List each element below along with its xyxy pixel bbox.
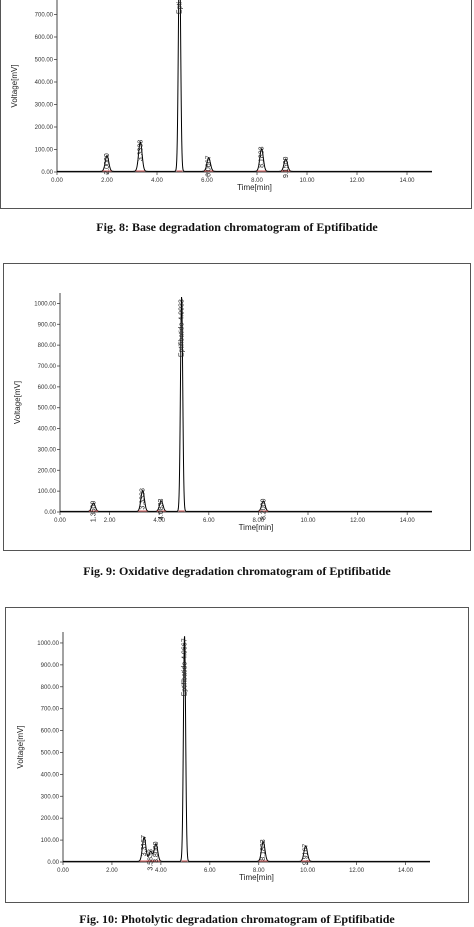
x-tick-label: 14.00	[399, 178, 415, 184]
x-tick-label: 10.00	[300, 868, 316, 874]
peak-label: 2.0000	[104, 153, 111, 175]
y-tick-label: 600.00	[41, 729, 60, 735]
x-tick-label: 4.00	[155, 868, 167, 874]
x-tick-label: 0.00	[57, 868, 69, 874]
peak-label: 6.0667	[206, 155, 213, 177]
x-tick-label: 2.00	[104, 518, 116, 524]
y-tick-label: 500.00	[35, 58, 54, 64]
y-tick-label: 200.00	[35, 125, 54, 131]
x-tick-label: 8.00	[253, 868, 265, 874]
peak-label: Eptifibatide 4.9033	[179, 299, 186, 357]
x-axis-label: Time[min]	[239, 523, 274, 532]
y-tick-label: 900.00	[41, 663, 60, 669]
y-tick-label: 400.00	[41, 772, 60, 778]
y-tick-label: 600.00	[38, 385, 57, 391]
figure-caption-fig8: Fig. 8: Base degradation chromatogram of…	[96, 220, 378, 234]
x-tick-label: 12.00	[349, 868, 365, 874]
figure-caption-fig10: Fig. 10: Photolytic degradation chromato…	[79, 912, 395, 926]
y-tick-label: 200.00	[38, 468, 57, 474]
y-tick-label: 500.00	[41, 750, 60, 756]
peak-label: 1.3500	[90, 501, 97, 523]
x-tick-label: 0.00	[54, 518, 66, 524]
peak-label: Epti	[177, 2, 184, 15]
x-tick-label: 4.00	[153, 518, 165, 524]
y-tick-label: 500.00	[38, 406, 57, 412]
y-tick-label: 100.00	[41, 838, 60, 844]
chromatogram-trace	[63, 636, 430, 862]
y-tick-label: 800.00	[38, 343, 57, 349]
y-tick-label: 900.00	[38, 322, 57, 328]
y-tick-label: 300.00	[38, 447, 57, 453]
y-tick-label: 800.00	[41, 685, 60, 691]
x-tick-label: 2.00	[106, 868, 118, 874]
y-tick-label: 0.00	[47, 860, 59, 866]
y-tick-label: 400.00	[38, 427, 57, 433]
chromatogram-trace	[60, 296, 432, 512]
y-axis-label: Voltage[mV]	[16, 725, 25, 768]
peak-label: 8.1833	[259, 146, 266, 168]
x-tick-label: 6.00	[204, 868, 216, 874]
y-tick-label: 600.00	[35, 35, 54, 41]
y-tick-label: 1000.00	[37, 641, 59, 647]
y-tick-label: 100.00	[35, 148, 54, 154]
y-tick-label: 700.00	[38, 364, 57, 370]
y-tick-label: 300.00	[35, 103, 54, 109]
peak-label: 3.3333	[137, 140, 144, 162]
peak-label: Eptifibatide 4.9667	[182, 638, 189, 696]
peak-label: 4.0833	[158, 498, 165, 520]
peak-label: 3.3167	[141, 835, 148, 857]
x-tick-label: 14.00	[398, 868, 414, 874]
y-axis-label: Voltage[mV]	[13, 381, 22, 424]
x-tick-label: 8.00	[253, 518, 265, 524]
y-tick-label: 200.00	[41, 816, 60, 822]
x-axis-label: Time[min]	[239, 873, 274, 882]
x-axis-label: Time[min]	[237, 183, 272, 192]
chromatogram-trace	[57, 0, 432, 172]
x-tick-label: 4.00	[151, 178, 163, 184]
x-tick-label: 0.00	[51, 178, 63, 184]
x-tick-label: 2.00	[101, 178, 113, 184]
x-tick-label: 6.00	[201, 178, 213, 184]
y-tick-label: 700.00	[35, 13, 54, 19]
figure-caption-fig9: Fig. 9: Oxidative degradation chromatogr…	[83, 564, 391, 578]
x-tick-label: 10.00	[299, 178, 315, 184]
peak-label: 9.9167	[303, 844, 310, 866]
y-tick-label: 1000.00	[34, 301, 56, 307]
y-tick-label: 400.00	[35, 80, 54, 86]
x-tick-label: 12.00	[349, 178, 365, 184]
x-tick-label: 14.00	[400, 518, 416, 524]
y-tick-label: 300.00	[41, 794, 60, 800]
peak-label: 8.2000	[260, 498, 267, 520]
y-tick-label: 0.00	[41, 170, 53, 176]
y-tick-label: 700.00	[41, 707, 60, 713]
peak-label: 3.3333	[140, 488, 147, 510]
peak-label: 3.5833	[148, 849, 155, 871]
x-tick-label: 8.00	[251, 178, 263, 184]
x-tick-label: 10.00	[300, 518, 316, 524]
peak-label: 3.8000	[153, 841, 160, 863]
peak-label: 9.1500	[283, 157, 290, 179]
peak-label: 8.1833	[260, 839, 267, 861]
y-tick-label: 100.00	[38, 489, 57, 495]
chromatogram-panel-fig10	[5, 607, 469, 903]
chromatogram-panel-fig8	[0, 0, 472, 209]
x-tick-label: 12.00	[350, 518, 366, 524]
y-tick-label: 0.00	[44, 510, 56, 516]
y-axis-label: Voltage[mV]	[10, 64, 19, 107]
chromatogram-panel-fig9	[3, 263, 471, 551]
x-tick-label: 6.00	[203, 518, 215, 524]
